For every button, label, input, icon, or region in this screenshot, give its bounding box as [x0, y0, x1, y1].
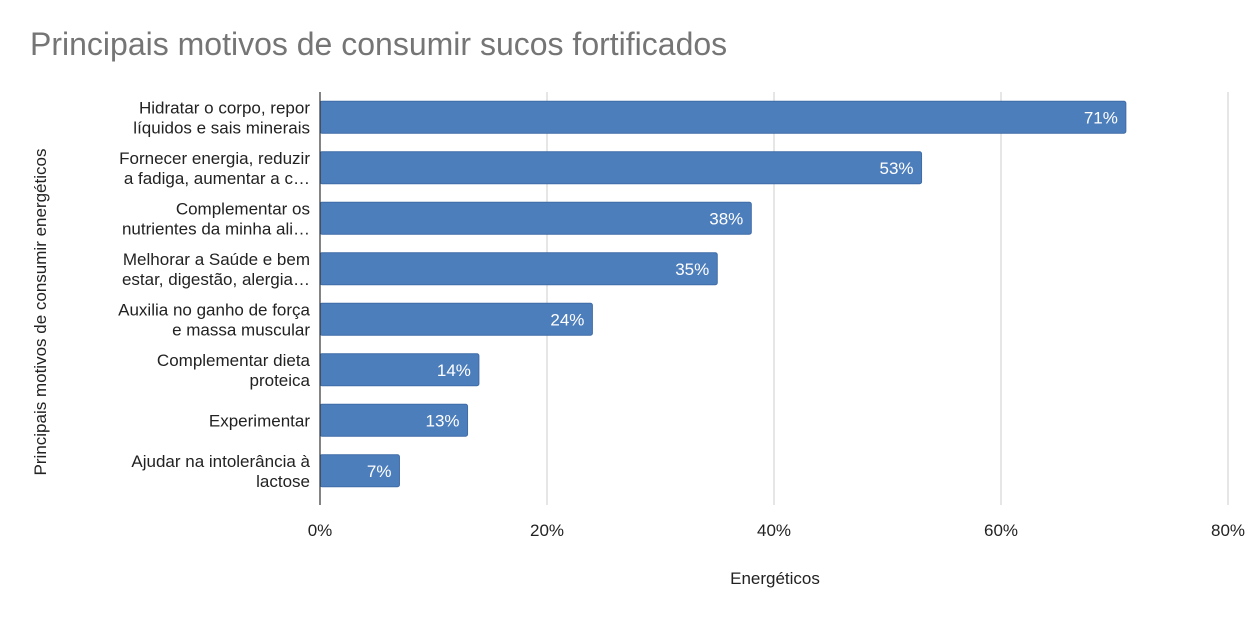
data-label: 35% — [675, 260, 709, 279]
category-label: líquidos e sais minerais — [133, 118, 310, 137]
category-label: proteica — [250, 371, 311, 390]
x-tick-label: 20% — [530, 521, 564, 540]
y-axis-title: Principais motivos de consumir energétic… — [31, 149, 50, 476]
category-label: Melhorar a Saúde e bem — [123, 250, 310, 269]
category-label: Fornecer energia, reduzir — [119, 149, 310, 168]
chart-title: Principais motivos de consumir sucos for… — [30, 26, 728, 62]
category-label: e massa muscular — [172, 320, 310, 339]
x-axis-title: Energéticos — [730, 569, 820, 588]
x-tick-label: 40% — [757, 521, 791, 540]
bar — [319, 151, 923, 185]
category-label: lactose — [256, 472, 310, 491]
category-label: Experimentar — [209, 411, 310, 430]
x-tick-label: 60% — [984, 521, 1018, 540]
category-label: Complementar dieta — [157, 351, 311, 370]
data-label: 13% — [426, 411, 460, 430]
data-label: 14% — [437, 361, 471, 380]
category-label: Ajudar na intolerância à — [131, 452, 310, 471]
data-label: 38% — [709, 209, 743, 228]
category-label: Auxilia no ganho de força — [118, 300, 310, 319]
x-tick-label: 0% — [308, 521, 333, 540]
bar — [319, 201, 752, 235]
bar — [319, 100, 1127, 134]
category-label: Hidratar o corpo, repor — [139, 98, 310, 117]
category-label: a fadiga, aumentar a c… — [124, 169, 310, 188]
data-label: 53% — [880, 159, 914, 178]
data-label: 7% — [367, 462, 392, 481]
category-label: nutrientes da minha ali… — [122, 219, 310, 238]
data-label: 71% — [1084, 108, 1118, 127]
category-label: estar, digestão, alergia… — [122, 270, 310, 289]
bar — [319, 252, 718, 286]
data-label: 24% — [550, 310, 584, 329]
category-label: Complementar os — [176, 199, 310, 218]
x-tick-label: 80% — [1211, 521, 1245, 540]
